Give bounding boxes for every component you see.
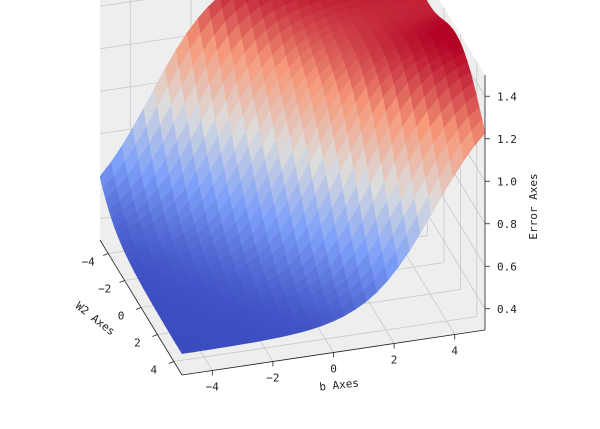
error-axis-ticks: 0.4 0.6 0.8 1.0 1.2 1.4 [485, 90, 517, 316]
b-tick-label: 4 [451, 345, 458, 358]
b-tick-label: 2 [391, 354, 398, 367]
error-axis-label: Error Axes [527, 173, 540, 239]
tick-mark [168, 361, 174, 364]
w2-tick-label: 2 [134, 337, 141, 350]
tick-mark [135, 307, 142, 310]
tick-mark [152, 334, 158, 337]
w2-axis-ticks: −4 −2 0 2 4 [82, 253, 174, 377]
b-tick-label: 0 [330, 363, 337, 376]
b-tick-label: −2 [266, 372, 279, 385]
error-tick-label: 0.6 [497, 260, 517, 273]
w2-axis-label: W2 Axes [73, 299, 118, 338]
error-tick-label: 0.8 [497, 218, 517, 231]
surface-patch [178, 346, 194, 354]
b-tick-label: −4 [206, 381, 220, 394]
error-tick-label: 1.2 [497, 133, 517, 146]
error-tick-label: 1.0 [497, 175, 517, 188]
w2-tick-label: −2 [98, 283, 111, 296]
w2-tick-label: 4 [150, 364, 157, 377]
b-axis-ticks: −4 −2 0 2 4 [206, 334, 458, 394]
w2-tick-label: −4 [82, 256, 96, 269]
b-axis-label: b Axes [319, 376, 360, 393]
tick-mark [103, 253, 109, 256]
error-tick-label: 0.4 [497, 303, 517, 316]
error-tick-label: 1.4 [497, 90, 517, 103]
w2-tick-label: 0 [118, 310, 125, 323]
error-surface [99, 0, 486, 354]
tick-mark [119, 280, 125, 283]
